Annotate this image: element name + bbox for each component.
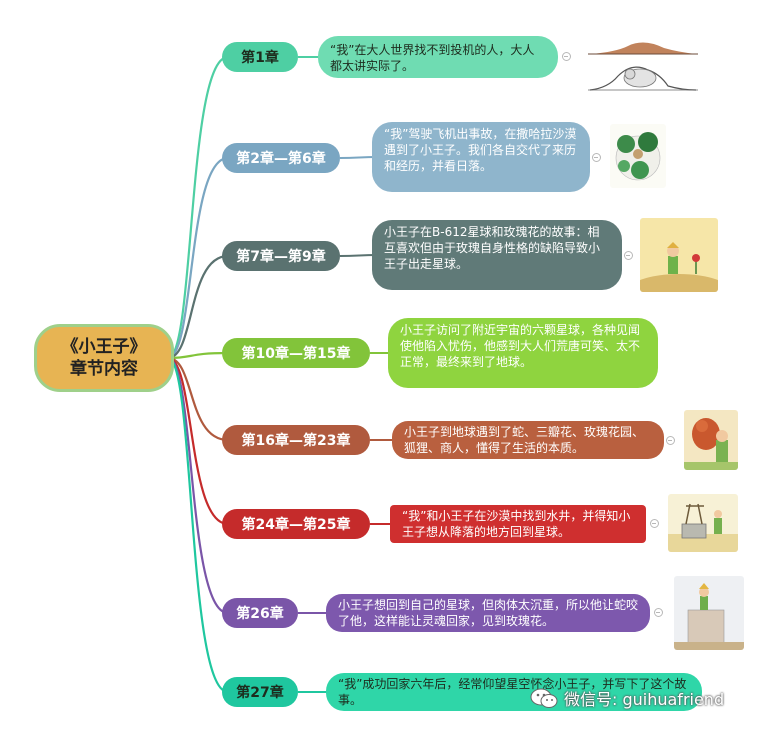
- watermark-text: 微信号: guihuafriend: [564, 690, 725, 709]
- wechat-icon: [530, 688, 558, 708]
- collapse-toggle[interactable]: [666, 436, 675, 445]
- branch-connector: [167, 55, 229, 360]
- summary-text: “我”和小王子在沙漠中找到水井，并得知小王子想从降落的地方回到星球。: [402, 509, 631, 539]
- desert-well-illustration: [668, 494, 738, 552]
- branch-connector: [167, 156, 229, 360]
- chapter-2-6-topic[interactable]: 第2章—第6章: [222, 143, 340, 173]
- summary-text: “我”成功回家六年后，经常仰望星空怀念小王子，并写下了这个故事。: [338, 677, 687, 707]
- chapter-10-15-summary[interactable]: 小王子访问了附近宇宙的六颗星球，各种见闻使他陷入忧伤，他感到大人们荒唐可笑、太不…: [388, 318, 658, 388]
- wechat-watermark: 微信号: guihuafriend: [530, 686, 724, 710]
- summary-text: 小王子想回到自己的星球，但肉体太沉重，所以他让蛇咬了他，这样能让灵魂回家，见到玫…: [338, 598, 639, 628]
- chapter-label: 第10章—第15章: [241, 346, 351, 362]
- summary-text: 小王子在B-612星球和玫瑰花的故事：相互喜欢但由于玫瑰自身性格的缺陷导致小王子…: [384, 225, 601, 271]
- chapter-label: 第2章—第6章: [236, 151, 326, 167]
- chapter-1-summary[interactable]: “我”在大人世界找不到投机的人，大人都太讲实际了。: [318, 36, 558, 78]
- chapter-label: 第7章—第9章: [236, 249, 326, 265]
- chapter-16-23-topic[interactable]: 第16章—第23章: [222, 425, 370, 455]
- chapter-2-6-summary[interactable]: “我”驾驶飞机出事故，在撒哈拉沙漠遇到了小王子。我们各自交代了来历和经历，并看日…: [372, 122, 590, 192]
- chapter-10-15-topic[interactable]: 第10章—第15章: [222, 338, 370, 368]
- chapter-label: 第1章: [241, 50, 279, 66]
- chapter-27-topic[interactable]: 第27章: [222, 677, 298, 707]
- summary-text: 小王子访问了附近宇宙的六颗星球，各种见闻使他陷入忧伤，他感到大人们荒唐可笑、太不…: [400, 323, 641, 369]
- branch-connector: [167, 351, 229, 360]
- prince-on-wall-illustration: [674, 576, 744, 650]
- branch-connector: [167, 254, 229, 360]
- branch-connector: [167, 356, 229, 526]
- collapse-toggle[interactable]: [654, 608, 663, 617]
- branch-connector: [167, 356, 229, 442]
- collapse-toggle[interactable]: [624, 251, 633, 260]
- baobab-planet-illustration: [610, 124, 666, 188]
- chapter-1-topic[interactable]: 第1章: [222, 42, 298, 72]
- chapter-24-25-topic[interactable]: 第24章—第25章: [222, 509, 370, 539]
- collapse-toggle[interactable]: [562, 52, 571, 61]
- root-title: 《小王子》: [61, 336, 147, 357]
- chapter-26-summary[interactable]: 小王子想回到自己的星球，但肉体太沉重，所以他让蛇咬了他，这样能让灵魂回家，见到玫…: [326, 594, 650, 632]
- summary-text: “我”驾驶飞机出事故，在撒哈拉沙漠遇到了小王子。我们各自交代了来历和经历，并看日…: [384, 127, 577, 173]
- chapter-27-summary[interactable]: “我”成功回家六年后，经常仰望星空怀念小王子，并写下了这个故事。: [326, 673, 702, 711]
- prince-with-fox-illustration: [684, 410, 738, 470]
- chapter-label: 第16章—第23章: [241, 433, 351, 449]
- collapse-toggle[interactable]: [650, 519, 659, 528]
- summary-text: “我”在大人世界找不到投机的人，大人都太讲实际了。: [330, 43, 535, 73]
- chapter-label: 第24章—第25章: [241, 517, 351, 533]
- chapter-7-9-topic[interactable]: 第7章—第9章: [222, 241, 340, 271]
- prince-with-rose-illustration: [640, 218, 718, 292]
- root-subtitle: 章节内容: [70, 359, 138, 379]
- summary-text: 小王子到地球遇到了蛇、三瓣花、玫瑰花园、狐狸、商人，懂得了生活的本质。: [404, 425, 645, 455]
- collapse-toggle[interactable]: [592, 153, 601, 162]
- chapter-label: 第27章: [236, 685, 284, 701]
- boa-constrictor-and-elephant-drawings-illustration: [588, 42, 698, 91]
- branch-connector: [167, 356, 229, 694]
- root-topic[interactable]: 《小王子》 章节内容: [34, 324, 174, 392]
- chapter-26-topic[interactable]: 第26章: [222, 598, 298, 628]
- chapter-7-9-summary[interactable]: 小王子在B-612星球和玫瑰花的故事：相互喜欢但由于玫瑰自身性格的缺陷导致小王子…: [372, 220, 622, 290]
- chapter-24-25-summary[interactable]: “我”和小王子在沙漠中找到水井，并得知小王子想从降落的地方回到星球。: [390, 505, 646, 543]
- chapter-label: 第26章: [236, 606, 284, 622]
- chapter-16-23-summary[interactable]: 小王子到地球遇到了蛇、三瓣花、玫瑰花园、狐狸、商人，懂得了生活的本质。: [392, 421, 664, 459]
